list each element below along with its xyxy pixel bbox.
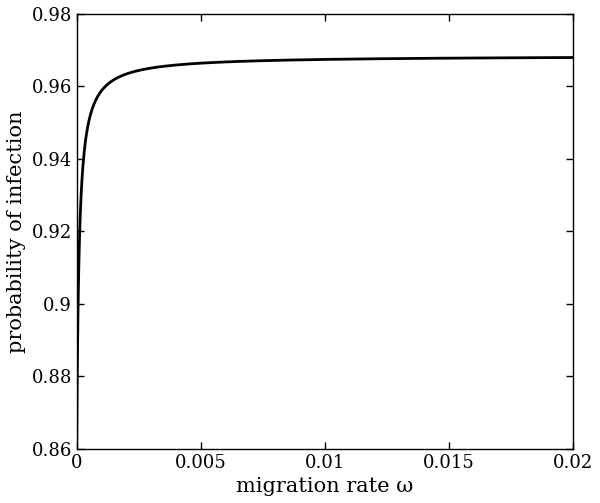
X-axis label: migration rate ω: migration rate ω bbox=[236, 477, 413, 496]
Y-axis label: probability of infection: probability of infection bbox=[7, 110, 26, 353]
